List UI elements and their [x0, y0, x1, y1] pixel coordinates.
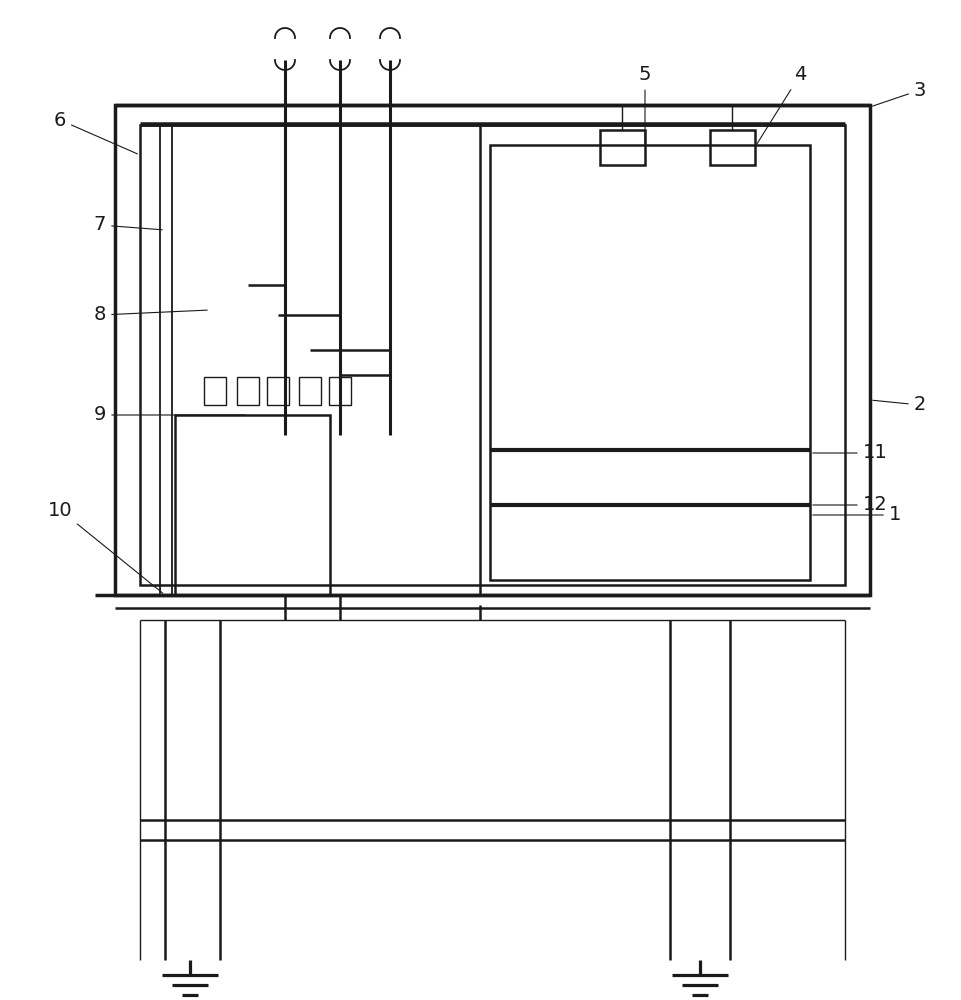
Text: 4: 4 — [755, 66, 805, 145]
Text: 7: 7 — [94, 216, 162, 234]
Bar — [115, 105, 869, 595]
Text: 9: 9 — [94, 406, 245, 424]
Text: 12: 12 — [812, 495, 886, 514]
Bar — [236, 377, 259, 405]
Bar — [709, 130, 754, 165]
Text: 2: 2 — [872, 395, 925, 414]
Text: 10: 10 — [48, 500, 162, 593]
Text: 1: 1 — [812, 506, 900, 524]
Bar — [175, 415, 330, 595]
Text: 8: 8 — [94, 306, 207, 324]
Bar — [204, 377, 226, 405]
Text: 6: 6 — [54, 110, 137, 154]
Bar — [329, 377, 351, 405]
Bar — [299, 377, 321, 405]
Bar — [600, 130, 644, 165]
Bar — [140, 125, 844, 585]
Text: 3: 3 — [872, 81, 925, 106]
Text: 11: 11 — [812, 444, 886, 462]
Text: 5: 5 — [638, 66, 651, 144]
Bar — [489, 145, 809, 580]
Bar — [267, 377, 288, 405]
